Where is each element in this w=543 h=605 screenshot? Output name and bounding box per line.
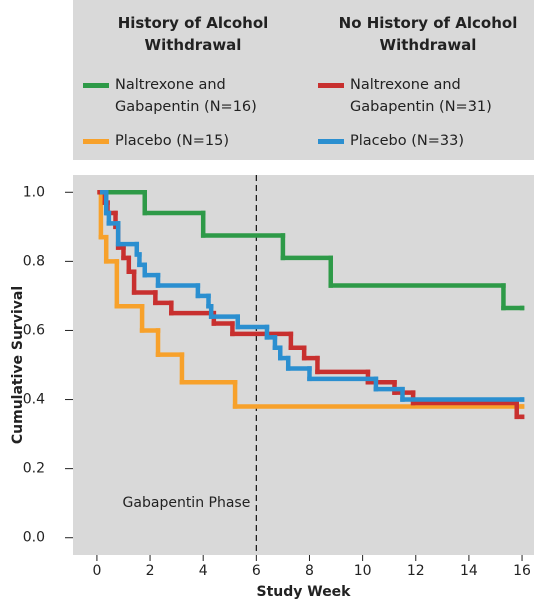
legend-item: Placebo (N=33) [318,130,538,152]
legend-swatch [318,83,344,88]
y-tick-label: 0.6 [23,322,45,338]
y-tick-label: 0.2 [23,461,45,477]
series-line [97,190,525,409]
x-tick-label: 8 [305,563,314,579]
y-tick-label: 0.8 [23,253,45,269]
legend-label: Placebo (N=33) [350,133,464,149]
legend-group-title: No History of Alcohol Withdrawal [338,14,518,54]
y-tick-label: 0.0 [23,530,45,546]
legend-label: Naltrexone and Gabapentin (N=16) [115,77,257,115]
legend-item: Placebo (N=15) [83,130,303,152]
y-axis-title: Cumulative Survival [10,286,26,444]
plot-background [73,175,534,555]
x-tick-label: 4 [199,563,208,579]
legend-swatch [318,139,344,144]
x-tick-label: 0 [92,563,101,579]
x-tick-label: 12 [407,563,425,579]
legend-label: Placebo (N=15) [115,133,229,149]
legend-swatch [83,83,109,88]
y-tick-label: 0.4 [23,392,45,408]
x-tick-label: 14 [460,563,478,579]
series-line [98,190,525,311]
legend-group-title: History of Alcohol Withdrawal [117,14,269,54]
legend-label: Naltrexone and Gabapentin (N=31) [350,77,492,115]
legend-group: History of Alcohol Withdrawal Naltrexone … [83,12,303,152]
series-line [99,190,525,402]
legend-swatch [83,139,109,144]
x-tick-label: 16 [513,563,531,579]
legend-group: No History of Alcohol Withdrawal Naltrexo… [318,12,538,152]
x-tick-label: 6 [252,563,261,579]
x-axis-title: Study Week [256,584,351,600]
legend-item: Naltrexone and Gabapentin (N=31) [318,74,538,118]
phase-annotation: Gabapentin Phase [123,495,251,511]
y-tick-label: 1.0 [23,184,45,200]
legend-item: Naltrexone and Gabapentin (N=16) [83,74,303,118]
x-tick-label: 2 [146,563,155,579]
x-tick-label: 10 [354,563,372,579]
legend: History of Alcohol Withdrawal Naltrexone … [73,0,534,160]
